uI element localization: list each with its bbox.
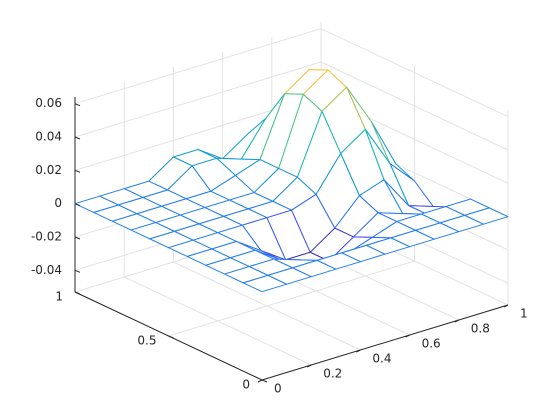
tick-mark — [74, 103, 81, 107]
tick-mark — [261, 379, 268, 383]
z-tick-label: 0 — [54, 196, 62, 210]
x-tick-label: 0.2 — [323, 367, 342, 381]
x-tick-label: 0.4 — [372, 352, 391, 366]
tick-mark — [257, 379, 263, 383]
tick-mark — [306, 364, 312, 368]
tick-mark — [454, 319, 460, 323]
x-tick-label: 0.6 — [422, 337, 441, 351]
grid-line — [168, 260, 415, 337]
y-tick-label: 0.5 — [137, 334, 156, 348]
tick-mark — [503, 304, 509, 308]
z-tick-label: -0.04 — [31, 263, 62, 277]
z-tick-label: -0.02 — [31, 230, 62, 244]
grid-line — [74, 61, 322, 138]
grid-line — [320, 28, 509, 118]
tick-mark — [405, 334, 410, 338]
grid-line — [74, 28, 322, 105]
tick-mark — [356, 349, 361, 353]
y-tick-label: 1 — [55, 290, 63, 304]
x-tick-label: 0.8 — [471, 322, 490, 336]
z-tick-label: 0.06 — [35, 96, 62, 110]
tick-mark — [74, 291, 81, 295]
tick-mark — [74, 269, 81, 273]
tick-mark — [74, 236, 81, 240]
axis-line — [261, 304, 509, 381]
tick-mark — [74, 169, 81, 173]
mesh-cell — [242, 274, 288, 293]
z-tick-label: 0.02 — [35, 163, 62, 177]
x-tick-label: 0 — [274, 382, 282, 396]
x-tick-label: 1 — [520, 307, 528, 321]
tick-mark — [74, 203, 81, 207]
tick-mark — [74, 136, 81, 140]
z-tick-label: 0.04 — [35, 130, 62, 144]
y-tick-label: 0 — [242, 378, 250, 392]
tick-mark — [168, 335, 174, 339]
grid-line — [320, 61, 509, 151]
